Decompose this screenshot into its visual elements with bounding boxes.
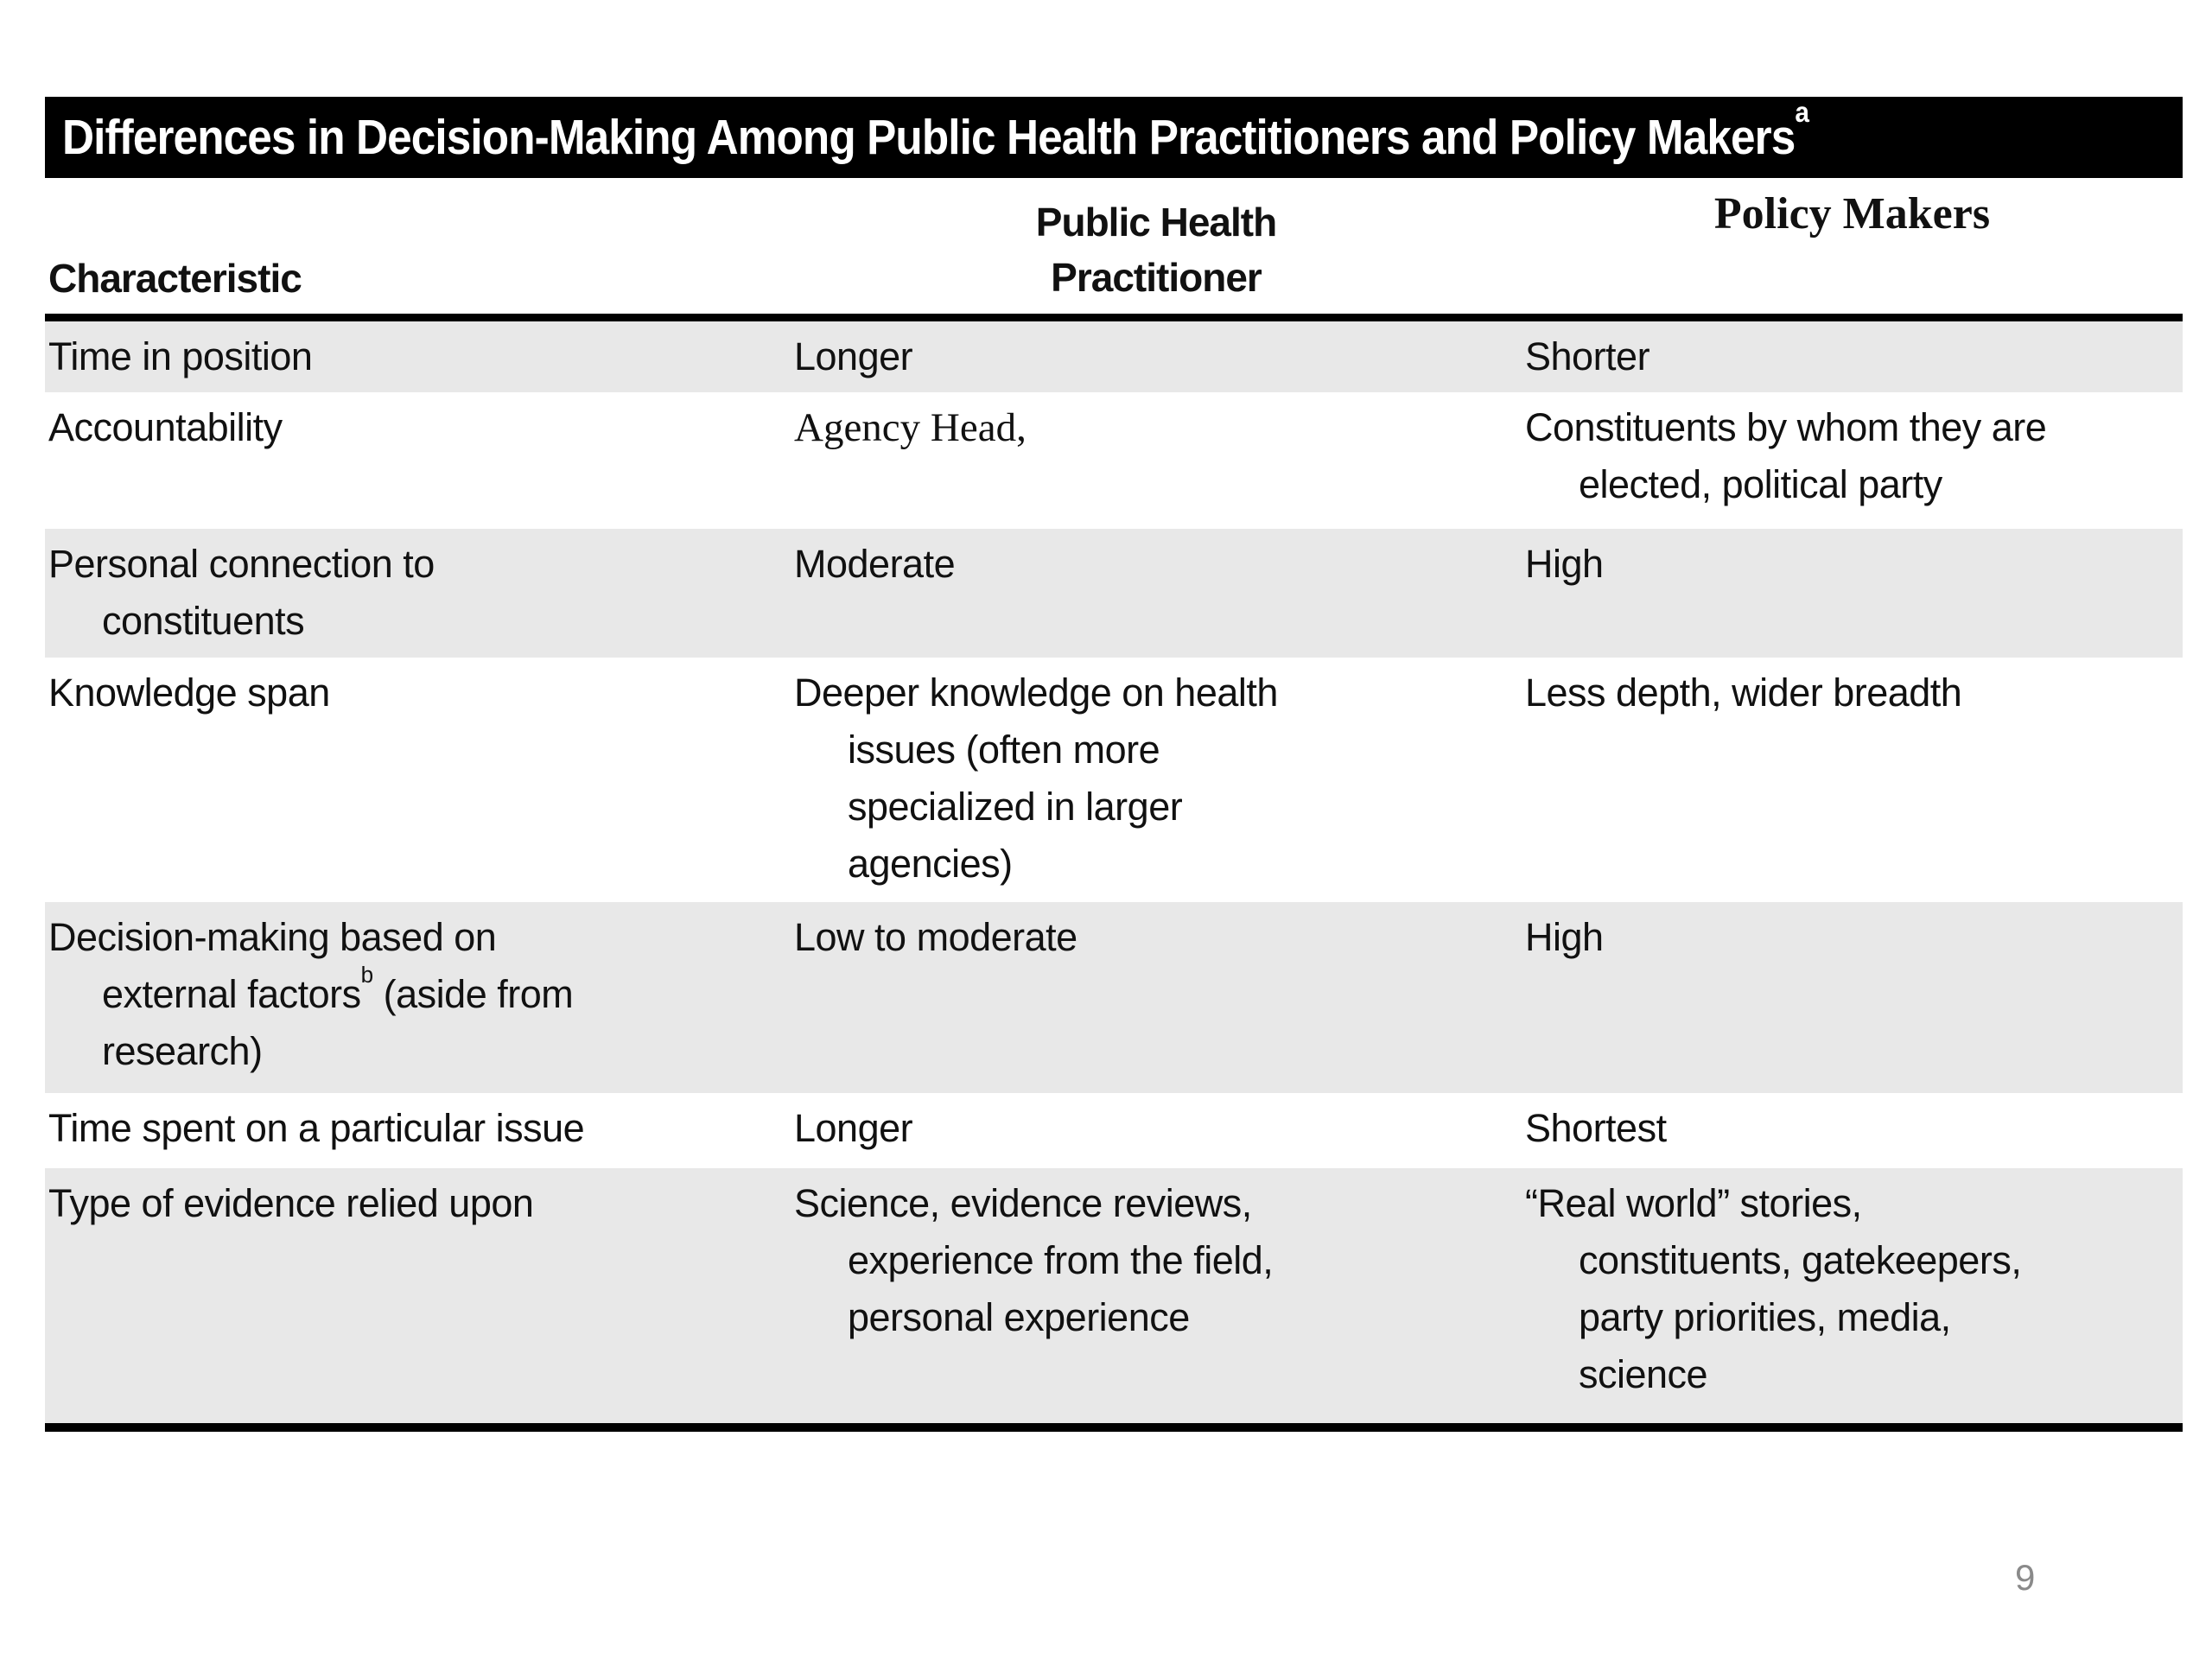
table-title: Differences in Decision-Making Among Pub… <box>62 99 1809 166</box>
cell-practitioner: Science, evidence reviews, experience fr… <box>794 1181 1274 1339</box>
cell-practitioner: Longer <box>794 1106 913 1150</box>
cell-policy-makers: High <box>1525 915 1604 959</box>
table-row-accountability: Accountability Agency Head, Constituents… <box>45 392 2183 529</box>
cell-practitioner: Moderate <box>794 542 956 586</box>
cell-characteristic: Type of evidence relied upon <box>48 1181 534 1225</box>
header-rule <box>45 314 2183 321</box>
table-title-text: Differences in Decision-Making Among Pub… <box>62 110 1796 165</box>
cell-characteristic: Time in position <box>48 334 313 378</box>
cell-practitioner: Agency Head, <box>794 405 1027 450</box>
cell-text: Decision-making based on external factor… <box>48 915 497 1016</box>
cell-practitioner: Longer <box>794 334 913 378</box>
cell-characteristic: Time spent on a particular issue <box>48 1106 585 1150</box>
cell-policy-makers: Shorter <box>1525 334 1650 378</box>
cell-policy-makers: High <box>1525 542 1604 586</box>
table-row-type-of-evidence: Type of evidence relied upon Science, ev… <box>45 1168 2183 1423</box>
table-body: Time in position Longer Shorter Accounta… <box>45 321 2183 1423</box>
table-header-row: Characteristic Public Health Practitione… <box>45 178 2183 314</box>
title-footnote-marker-a: a <box>1795 97 1809 130</box>
comparison-table: Differences in Decision-Making Among Pub… <box>45 97 2183 1432</box>
footnote-marker-b: b <box>360 961 374 988</box>
header-policy-makers: Policy Makers <box>1713 189 1991 238</box>
cell-policy-makers: Constituents by whom they are elected, p… <box>1525 405 2047 506</box>
table-row-time-in-position: Time in position Longer Shorter <box>45 321 2183 392</box>
cell-policy-makers: “Real world” stories, constituents, gate… <box>1525 1181 2022 1396</box>
header-public-health-practitioner: Public Health Practitioner <box>1035 200 1277 300</box>
table-row-knowledge-span: Knowledge span Deeper knowledge on healt… <box>45 658 2183 902</box>
cell-text: (aside from research) <box>102 972 574 1073</box>
page-number: 9 <box>2015 1557 2036 1598</box>
cell-policy-makers: Less depth, wider breadth <box>1525 671 1962 715</box>
table-row-decision-making-external-factors: Decision-making based on external factor… <box>45 902 2183 1093</box>
cell-practitioner: Low to moderate <box>794 915 1077 959</box>
cell-policy-makers: Shortest <box>1525 1106 1667 1150</box>
cell-characteristic: Accountability <box>48 405 283 449</box>
table-title-bar: Differences in Decision-Making Among Pub… <box>45 97 2183 178</box>
cell-characteristic: Knowledge span <box>48 671 330 715</box>
cell-characteristic: Personal connection to constituents <box>48 542 435 643</box>
table-row-time-spent: Time spent on a particular issue Longer … <box>45 1093 2183 1168</box>
cell-practitioner: Deeper knowledge on health issues (often… <box>794 671 1278 886</box>
cell-characteristic: Decision-making based on external factor… <box>45 902 791 1093</box>
header-characteristic: Characteristic <box>48 256 302 301</box>
table-row-personal-connection: Personal connection to constituents Mode… <box>45 529 2183 658</box>
table-bottom-rule <box>45 1423 2183 1432</box>
